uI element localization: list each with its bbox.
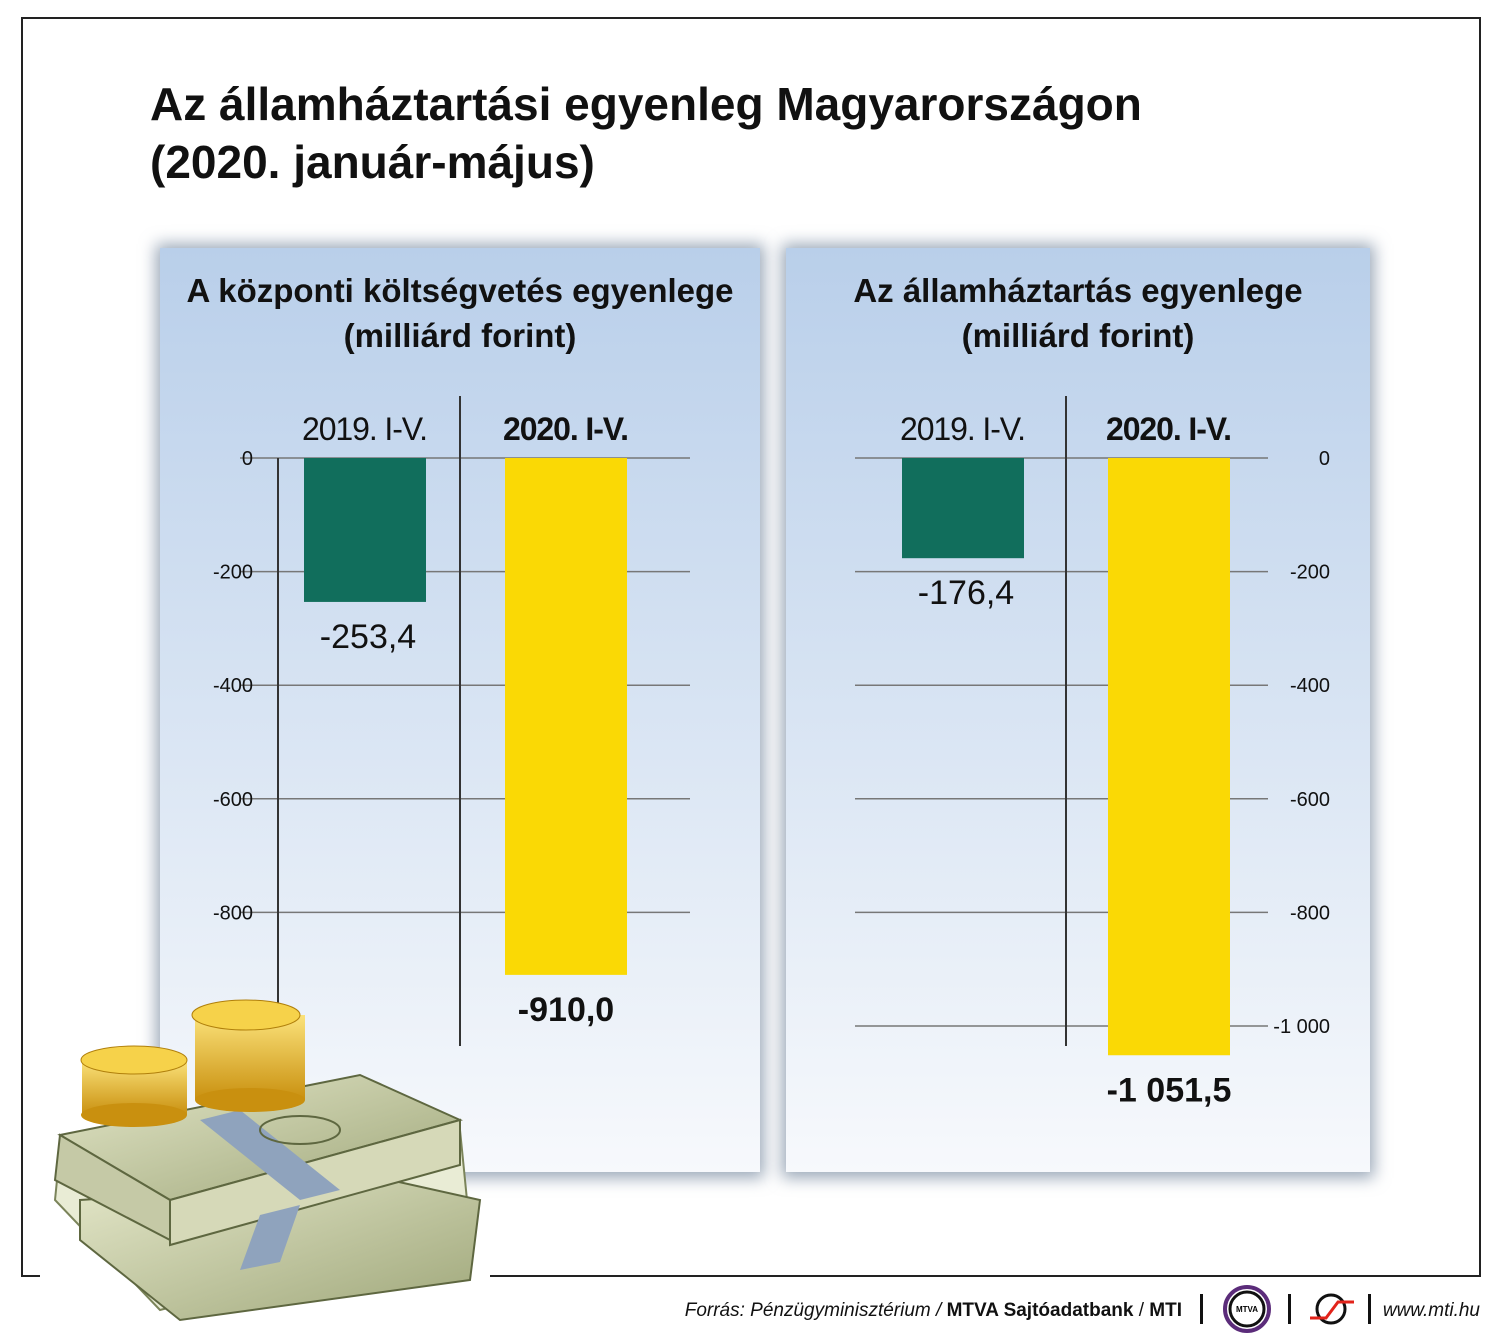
data-label: -1 051,5 <box>1107 1071 1232 1109</box>
data-label: -910,0 <box>518 991 614 1029</box>
panel-background <box>786 248 1370 1172</box>
website-url: www.mti.hu <box>1383 1300 1481 1321</box>
bar-2019 <box>902 458 1024 559</box>
y-tick-label: -1 000 <box>1273 1016 1330 1038</box>
y-tick-label: 0 <box>242 448 253 470</box>
main-title-line2: (2020. január-május) <box>150 136 595 188</box>
y-tick-label: -600 <box>213 789 253 811</box>
chart-title: Az államháztartás egyenlege <box>853 272 1302 309</box>
chart-title: A központi költségvetés egyenlege <box>186 272 733 309</box>
y-tick-label: -200 <box>1290 562 1330 584</box>
source-credit: Forrás: Pénzügyminisztérium / MTVA Sajtó… <box>685 1300 1182 1321</box>
category-label: 2019. I-V. <box>302 411 428 447</box>
y-tick-label: -400 <box>213 675 253 697</box>
separator <box>1368 1294 1371 1324</box>
bar-2020 <box>1108 458 1230 1056</box>
outer-frame <box>21 17 1481 1277</box>
data-label: -253,4 <box>320 618 416 656</box>
y-tick-label: -200 <box>213 562 253 584</box>
main-title-line1: Az államháztartási egyenleg Magyarország… <box>150 78 1142 130</box>
category-label: 2019. I-V. <box>900 411 1026 447</box>
y-tick-label: -800 <box>213 902 253 924</box>
bar-2020 <box>505 458 627 975</box>
y-tick-label: 0 <box>1319 448 1330 470</box>
svg-text:MTVA: MTVA <box>1236 1305 1258 1314</box>
chart-unit: (milliárd forint) <box>344 317 577 354</box>
chart-unit: (milliárd forint) <box>962 317 1195 354</box>
separator <box>1200 1294 1203 1324</box>
data-label: -176,4 <box>918 574 1014 612</box>
money-illustration <box>40 999 490 1322</box>
bar-2019 <box>304 458 426 602</box>
chart-panel-2: Az államháztartás egyenlege (milliárd for… <box>782 244 1374 1178</box>
mti-logo <box>1310 1293 1354 1325</box>
category-label: 2020. I-V. <box>1106 411 1232 447</box>
category-label: 2020. I-V. <box>503 411 629 447</box>
y-tick-label: -800 <box>1290 902 1330 924</box>
mtva-logo: MTVA <box>1223 1285 1271 1333</box>
y-tick-label: -600 <box>1290 789 1330 811</box>
separator <box>1288 1294 1291 1324</box>
footer: Forrás: Pénzügyminisztérium / MTVA Sajtó… <box>685 1285 1481 1333</box>
y-tick-label: -400 <box>1290 675 1330 697</box>
